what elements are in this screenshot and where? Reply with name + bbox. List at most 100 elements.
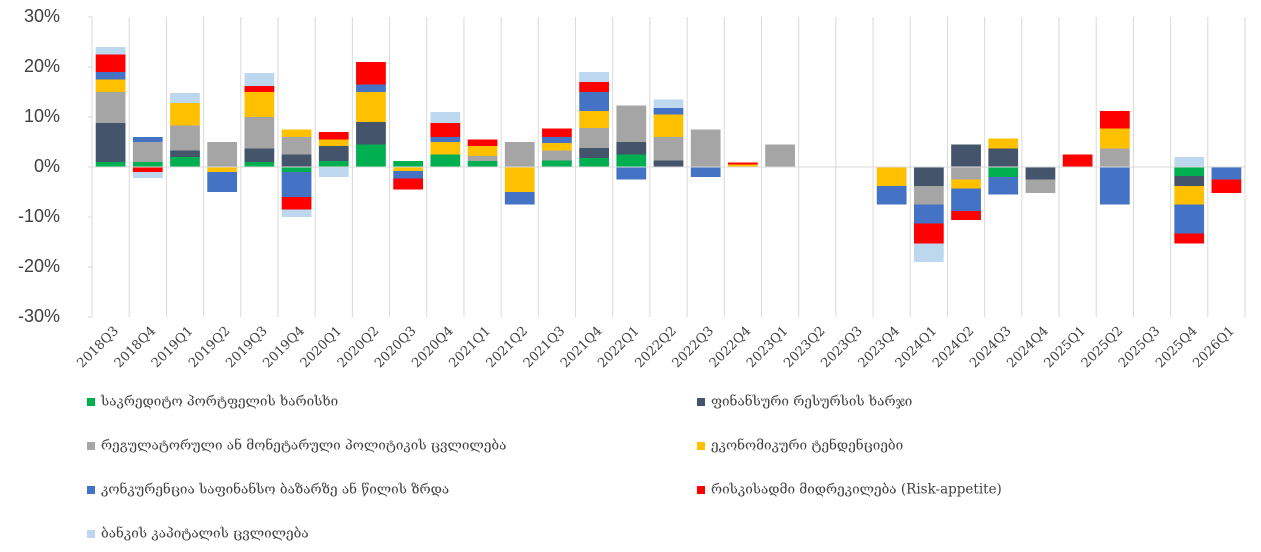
legend-label: რეგულატორული ან მონეტარული პოლიტიკის ცვლ… bbox=[101, 438, 506, 454]
bar-segment bbox=[616, 167, 647, 180]
bar-segment bbox=[542, 160, 572, 167]
bar-segment bbox=[1099, 128, 1130, 149]
bar-segment bbox=[579, 92, 609, 111]
bar-segment bbox=[132, 167, 163, 172]
y-tick-label: -20% bbox=[18, 256, 60, 276]
bar-segment bbox=[579, 82, 609, 92]
bar-segment bbox=[913, 243, 944, 262]
bar-segment bbox=[913, 186, 944, 205]
bar-segment bbox=[1099, 167, 1130, 205]
bar-segment bbox=[318, 167, 349, 177]
bar-segment bbox=[393, 178, 424, 190]
bar-segment bbox=[1174, 233, 1205, 244]
bar-segment bbox=[170, 157, 200, 167]
bar-segment bbox=[988, 138, 1019, 149]
bar-segment bbox=[1174, 186, 1205, 205]
bar-segment bbox=[1174, 157, 1205, 167]
bar-segment bbox=[132, 162, 163, 167]
bar-segment bbox=[430, 154, 461, 167]
bar-segment bbox=[988, 177, 1019, 195]
bar-segment bbox=[913, 204, 944, 224]
legend-label: ფინანსური რესურსის ხარჯი bbox=[711, 394, 912, 410]
bar-segment bbox=[728, 164, 758, 167]
bar-segment bbox=[542, 143, 572, 151]
bar-segment bbox=[616, 105, 647, 142]
bar-segment bbox=[616, 142, 647, 155]
bar-segment bbox=[504, 167, 535, 192]
bar-segment bbox=[579, 148, 609, 158]
y-tick-label: -30% bbox=[18, 306, 60, 326]
legend-swatch bbox=[87, 530, 95, 538]
y-tick-label: 30% bbox=[24, 6, 60, 26]
bar-segment bbox=[393, 171, 424, 179]
bar-segment bbox=[913, 167, 944, 186]
bar-segment bbox=[244, 92, 275, 117]
bar-segment bbox=[132, 137, 163, 142]
y-tick-label: 20% bbox=[24, 56, 60, 76]
bar-segment bbox=[1062, 154, 1093, 167]
bar-segment bbox=[1174, 167, 1205, 176]
bar-segment bbox=[207, 167, 238, 172]
bar-segment bbox=[504, 142, 535, 167]
bar-segment bbox=[244, 86, 275, 92]
bar-segment bbox=[504, 192, 535, 205]
bar-segment bbox=[281, 209, 312, 217]
bar-segment bbox=[1174, 204, 1205, 234]
legend-label: საკრედიტო პორტფელის ხარისხი bbox=[100, 394, 338, 410]
bar-segment bbox=[951, 167, 981, 180]
bar-segment bbox=[653, 108, 684, 115]
bar-segment bbox=[467, 161, 498, 167]
bar-segment bbox=[1025, 179, 1056, 193]
bar-segment bbox=[95, 123, 126, 162]
bar-segment bbox=[318, 132, 349, 140]
bar-segment bbox=[951, 188, 981, 211]
bar-segment bbox=[170, 93, 200, 103]
bar-segment bbox=[281, 167, 312, 172]
bar-segment bbox=[616, 154, 647, 167]
bar-segment bbox=[690, 167, 721, 177]
bar-segment bbox=[95, 72, 126, 80]
bar-segment bbox=[430, 123, 461, 137]
bar-segment bbox=[690, 129, 721, 167]
bar-segment bbox=[876, 186, 907, 205]
bar-segment bbox=[170, 103, 200, 126]
bar-segment bbox=[244, 148, 275, 162]
bar-segment bbox=[653, 114, 684, 137]
bar-segment bbox=[95, 162, 126, 167]
bar-segment bbox=[281, 137, 312, 155]
y-tick-label: -10% bbox=[18, 206, 60, 226]
y-tick-label: 0% bbox=[34, 156, 60, 176]
bar-segment bbox=[170, 150, 200, 157]
bar-segment bbox=[653, 160, 684, 167]
bar-segment bbox=[728, 162, 758, 165]
bar-segment bbox=[542, 137, 572, 143]
legend-label: რისკისადმი მიდრეკილება (Risk-appetite) bbox=[711, 482, 1002, 498]
legend-swatch bbox=[697, 442, 705, 450]
bar-segment bbox=[393, 161, 424, 167]
bar-segment bbox=[988, 148, 1019, 167]
bar-segment bbox=[1211, 167, 1242, 180]
bar-segment bbox=[170, 125, 200, 151]
bar-segment bbox=[1099, 111, 1130, 129]
x-tick-label: 2026Q1 bbox=[1190, 324, 1237, 371]
y-tick-label: 10% bbox=[24, 106, 60, 126]
bar-segment bbox=[579, 111, 609, 128]
bar-segment bbox=[430, 142, 461, 155]
bar-segment bbox=[467, 139, 498, 146]
bar-segment bbox=[281, 197, 312, 210]
legend-swatch bbox=[87, 486, 95, 494]
bar-segment bbox=[579, 128, 609, 148]
bar-segment bbox=[876, 167, 907, 186]
bar-segment bbox=[95, 79, 126, 92]
bar-segment bbox=[951, 179, 981, 189]
bar-segment bbox=[356, 144, 386, 167]
legend-label: კონკურენცია საფინანსო ბაზარზე ან წილის ზ… bbox=[101, 482, 449, 498]
bar-segment bbox=[1211, 179, 1242, 193]
bar-segment bbox=[244, 117, 275, 149]
bar-segment bbox=[579, 72, 609, 82]
bar-segment bbox=[95, 54, 126, 72]
bar-segment bbox=[244, 73, 275, 86]
legend-swatch bbox=[87, 442, 95, 450]
bar-segment bbox=[356, 92, 386, 122]
